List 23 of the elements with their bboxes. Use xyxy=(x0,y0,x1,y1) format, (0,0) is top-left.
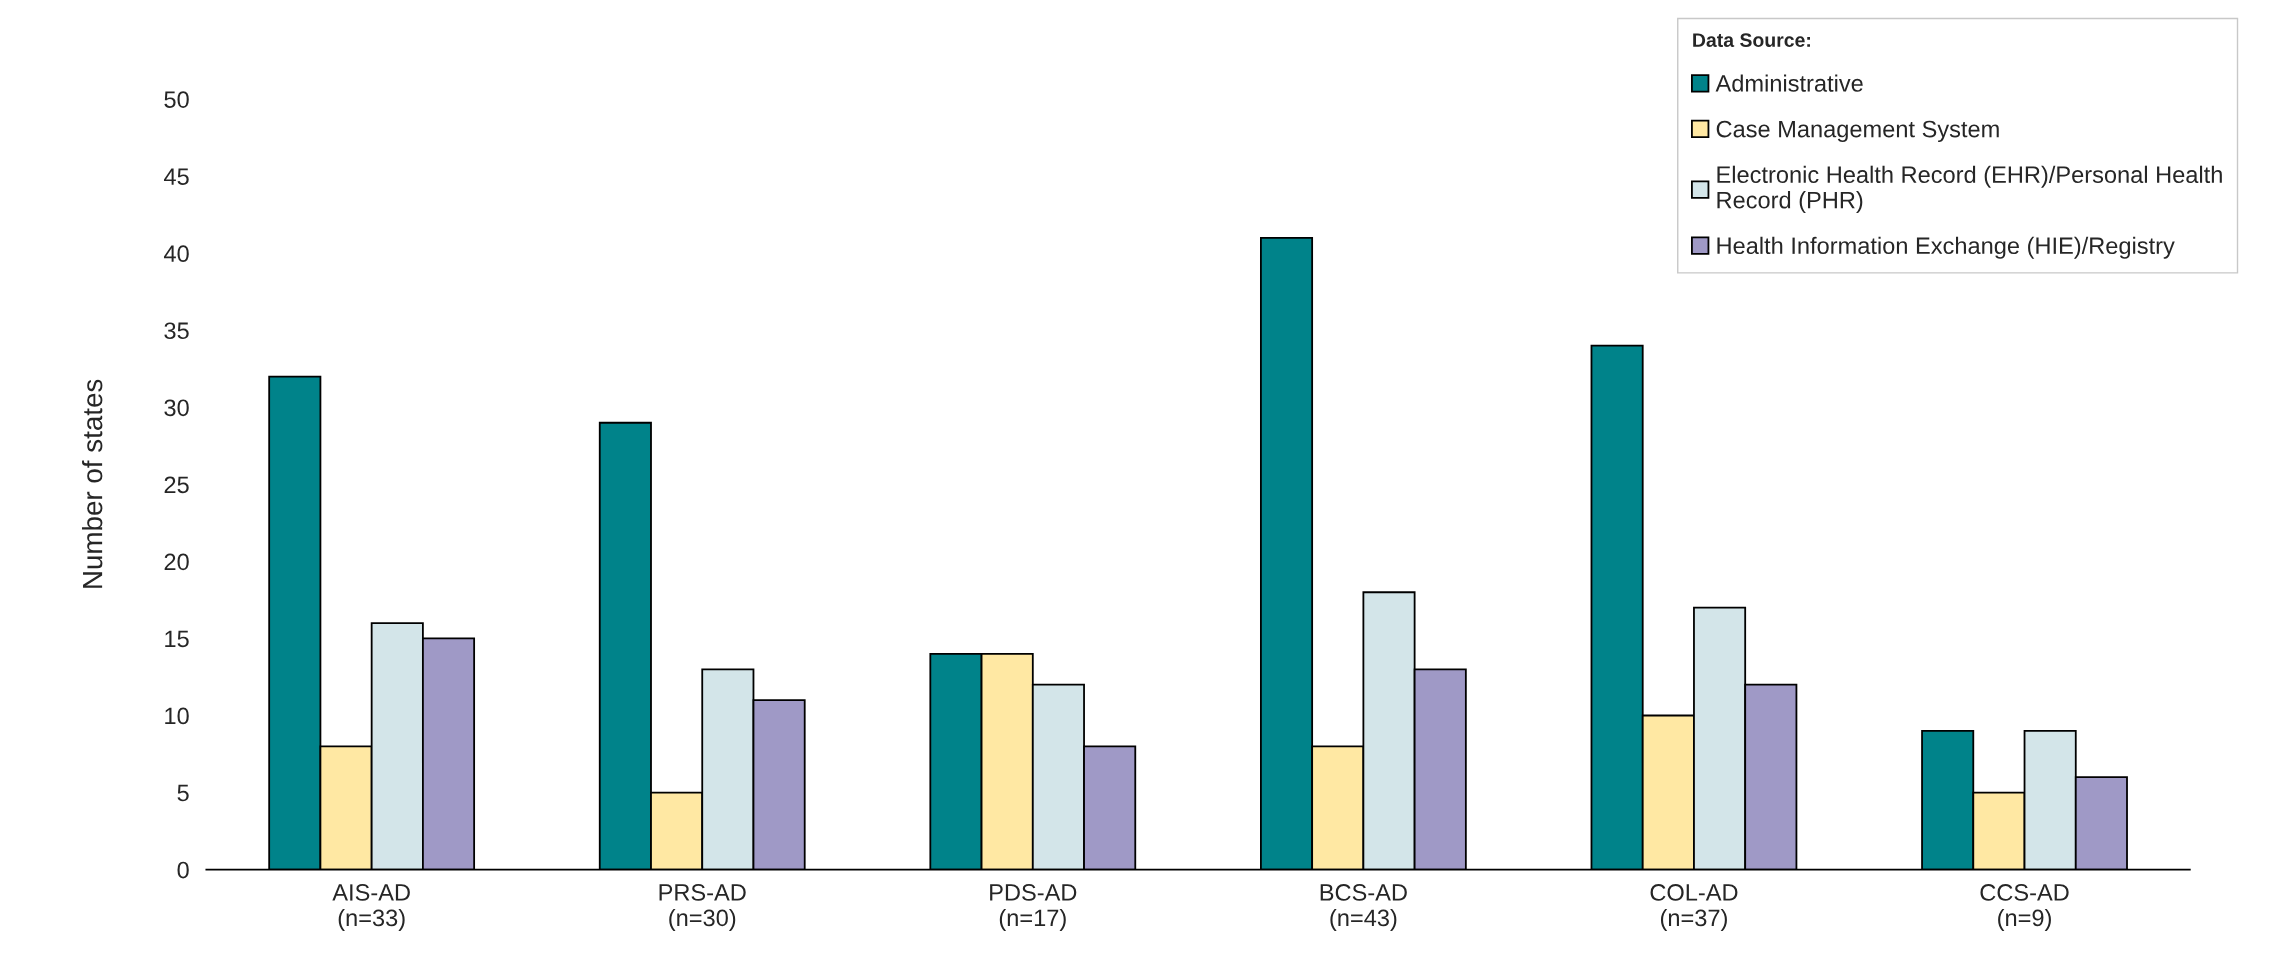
legend-label: Case Management System xyxy=(1716,120,1999,143)
y-tick-label: 50 xyxy=(164,91,189,108)
y-tick-label: 30 xyxy=(164,399,189,417)
x-tick-label: CCS-AD (n=9) xyxy=(1980,884,2069,931)
y-tick-label: 45 xyxy=(163,168,189,186)
x-tick-label: AIS-AD (n=33) xyxy=(332,884,410,931)
y-tick-label: 10 xyxy=(165,707,189,725)
legend-label: Health Information Exchange (HIE)/Registry xyxy=(1717,236,2175,259)
y-tick-label: 15 xyxy=(165,630,189,648)
x-tick-label: BCS-AD (n=43) xyxy=(1320,884,1407,931)
y-tick-label: 20 xyxy=(164,553,189,571)
y-tick-label: 25 xyxy=(164,476,189,494)
y-tick-label: 0 xyxy=(177,861,189,879)
legend-label: Electronic Health Record (EHR)/Personal Health Record (PHR) xyxy=(1717,165,2222,214)
legend-title: Data Source: xyxy=(1693,33,1810,47)
legend-label: Administrative xyxy=(1715,74,1863,92)
y-axis-title: Number of states xyxy=(81,379,103,588)
y-tick-label: 40 xyxy=(163,245,189,263)
x-tick-label: COL-AD (n=37) xyxy=(1650,884,1738,931)
y-tick-label: 5 xyxy=(177,784,189,802)
x-tick-label: PRS-AD (n=30) xyxy=(659,884,746,931)
x-tick-label: PDS-AD (n=17) xyxy=(990,884,1077,931)
y-tick-label: 35 xyxy=(164,322,189,340)
